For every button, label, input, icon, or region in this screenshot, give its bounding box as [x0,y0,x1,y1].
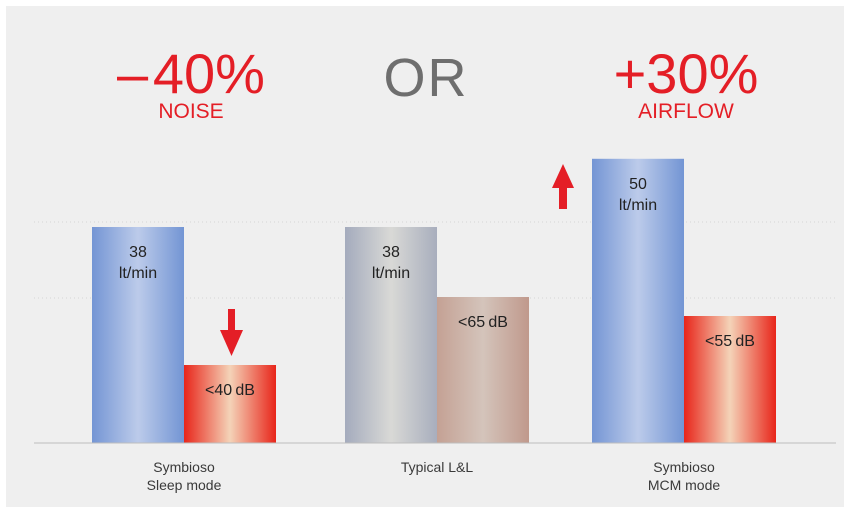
noise-bar [184,365,276,443]
category-label: Symbioso Sleep mode [146,459,222,493]
noise-value-label: <40 dB [205,382,255,399]
category-label: Symbioso MCM mode [647,459,721,493]
noise-bar [437,297,529,443]
bars: 38 lt/min <40 dB 38 lt/min <65 dB 50 lt/min <55 … [92,158,776,443]
airflow-bar [92,227,184,443]
bar-chart: 38 lt/min <40 dB 38 lt/min <65 dB 50 lt/min <55 … [34,158,836,444]
airflow-value-label: 38 lt/min [119,244,157,282]
arrow-up-icon [552,164,574,209]
airflow-increase-value: +30% [613,42,759,105]
airflow-value-label: 38 lt/min [372,244,410,282]
airflow-bar [592,158,684,443]
airflow-bar [345,227,437,443]
noise-reduction-value: – 40% [117,42,265,105]
airflow-value-label: 50 lt/min [619,176,657,214]
infographic-canvas: – 40% NOISE OR +30% AIRFLOW [6,6,844,507]
or-separator: OR [383,48,469,108]
noise-value-label: <65 dB [458,314,508,331]
arrow-down-icon [220,309,243,356]
airflow-caption: AIRFLOW [638,100,734,123]
noise-bar [684,316,776,443]
change-arrows [220,164,574,356]
noise-caption: NOISE [158,100,224,123]
noise-value-label: <55 dB [705,333,755,350]
category-label: Typical L&L [400,459,474,475]
